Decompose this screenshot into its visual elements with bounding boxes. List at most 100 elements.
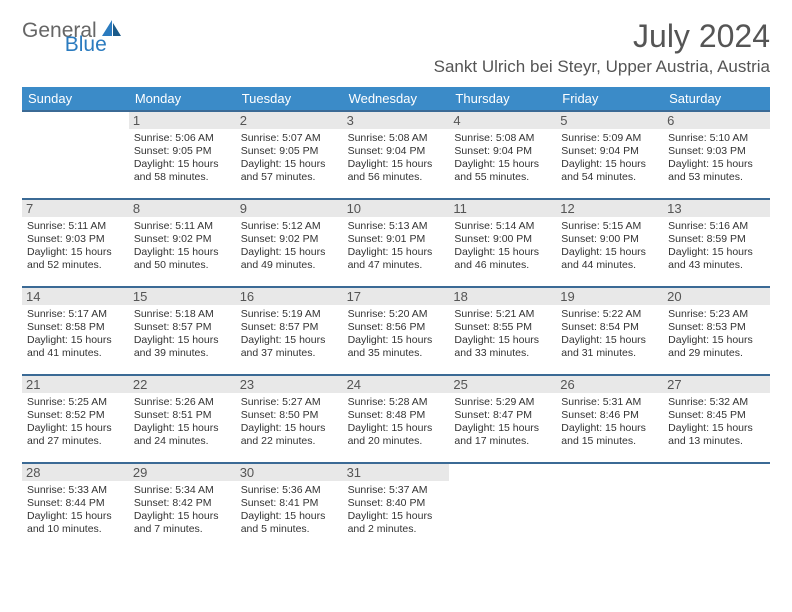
- day-number: 4: [449, 112, 556, 129]
- day-number: 28: [22, 464, 129, 481]
- day-info: Sunrise: 5:36 AMSunset: 8:41 PMDaylight:…: [241, 484, 338, 537]
- calendar-cell: [22, 112, 129, 198]
- sunrise-text: Sunrise: 5:11 AM: [134, 220, 231, 233]
- sunset-text: Sunset: 8:50 PM: [241, 409, 338, 422]
- sunset-text: Sunset: 9:00 PM: [561, 233, 658, 246]
- sunset-text: Sunset: 9:00 PM: [454, 233, 551, 246]
- header: General Blue July 2024 Sankt Ulrich bei …: [22, 18, 770, 77]
- daylight-text: Daylight: 15 hours and 17 minutes.: [454, 422, 551, 448]
- daylight-text: Daylight: 15 hours and 37 minutes.: [241, 334, 338, 360]
- daylight-text: Daylight: 15 hours and 57 minutes.: [241, 158, 338, 184]
- calendar-week: 7Sunrise: 5:11 AMSunset: 9:03 PMDaylight…: [22, 198, 770, 286]
- calendar-cell: 2 Sunrise: 5:07 AMSunset: 9:05 PMDaylight…: [236, 112, 343, 198]
- sunrise-text: Sunrise: 5:34 AM: [134, 484, 231, 497]
- day-info: Sunrise: 5:15 AMSunset: 9:00 PMDaylight:…: [561, 220, 658, 273]
- calendar-week: 14Sunrise: 5:17 AMSunset: 8:58 PMDayligh…: [22, 286, 770, 374]
- day-info: Sunrise: 5:23 AMSunset: 8:53 PMDaylight:…: [668, 308, 765, 361]
- calendar-cell: 11Sunrise: 5:14 AMSunset: 9:00 PMDayligh…: [449, 200, 556, 286]
- sunrise-text: Sunrise: 5:13 AM: [348, 220, 445, 233]
- daylight-text: Daylight: 15 hours and 5 minutes.: [241, 510, 338, 536]
- logo: General Blue: [22, 18, 167, 43]
- day-number: 22: [129, 376, 236, 393]
- calendar-cell: 20Sunrise: 5:23 AMSunset: 8:53 PMDayligh…: [663, 288, 770, 374]
- day-number: 17: [343, 288, 450, 305]
- calendar-cell: 27Sunrise: 5:32 AMSunset: 8:45 PMDayligh…: [663, 376, 770, 462]
- calendar-cell: 14Sunrise: 5:17 AMSunset: 8:58 PMDayligh…: [22, 288, 129, 374]
- day-info: Sunrise: 5:20 AMSunset: 8:56 PMDaylight:…: [348, 308, 445, 361]
- sunset-text: Sunset: 9:02 PM: [241, 233, 338, 246]
- sunrise-text: Sunrise: 5:07 AM: [241, 132, 338, 145]
- sunrise-text: Sunrise: 5:15 AM: [561, 220, 658, 233]
- daylight-text: Daylight: 15 hours and 2 minutes.: [348, 510, 445, 536]
- weekday-label: Thursday: [449, 87, 556, 110]
- sunset-text: Sunset: 8:55 PM: [454, 321, 551, 334]
- month-title: July 2024: [434, 18, 770, 55]
- daylight-text: Daylight: 15 hours and 50 minutes.: [134, 246, 231, 272]
- calendar-cell: 9 Sunrise: 5:12 AMSunset: 9:02 PMDaylight…: [236, 200, 343, 286]
- calendar-cell: 15Sunrise: 5:18 AMSunset: 8:57 PMDayligh…: [129, 288, 236, 374]
- weekday-label: Saturday: [663, 87, 770, 110]
- day-number: 16: [236, 288, 343, 305]
- day-number: 27: [663, 376, 770, 393]
- calendar-cell: 1Sunrise: 5:06 AMSunset: 9:05 PMDaylight…: [129, 112, 236, 198]
- day-info: Sunrise: 5:09 AMSunset: 9:04 PMDaylight:…: [561, 132, 658, 185]
- daylight-text: Daylight: 15 hours and 56 minutes.: [348, 158, 445, 184]
- calendar-cell: 23Sunrise: 5:27 AMSunset: 8:50 PMDayligh…: [236, 376, 343, 462]
- sunset-text: Sunset: 8:59 PM: [668, 233, 765, 246]
- day-number: 31: [343, 464, 450, 481]
- day-number: 3: [343, 112, 450, 129]
- sunrise-text: Sunrise: 5:32 AM: [668, 396, 765, 409]
- sunrise-text: Sunrise: 5:12 AM: [241, 220, 338, 233]
- sunset-text: Sunset: 9:04 PM: [454, 145, 551, 158]
- daylight-text: Daylight: 15 hours and 47 minutes.: [348, 246, 445, 272]
- calendar-cell: 16Sunrise: 5:19 AMSunset: 8:57 PMDayligh…: [236, 288, 343, 374]
- day-info: Sunrise: 5:18 AMSunset: 8:57 PMDaylight:…: [134, 308, 231, 361]
- daylight-text: Daylight: 15 hours and 49 minutes.: [241, 246, 338, 272]
- calendar-cell: 24Sunrise: 5:28 AMSunset: 8:48 PMDayligh…: [343, 376, 450, 462]
- day-number: 2: [236, 112, 343, 129]
- daylight-text: Daylight: 15 hours and 55 minutes.: [454, 158, 551, 184]
- weekday-label: Monday: [129, 87, 236, 110]
- day-number: 7: [22, 200, 129, 217]
- day-info: Sunrise: 5:22 AMSunset: 8:54 PMDaylight:…: [561, 308, 658, 361]
- sunrise-text: Sunrise: 5:25 AM: [27, 396, 124, 409]
- sunrise-text: Sunrise: 5:08 AM: [348, 132, 445, 145]
- sunset-text: Sunset: 9:02 PM: [134, 233, 231, 246]
- daylight-text: Daylight: 15 hours and 35 minutes.: [348, 334, 445, 360]
- calendar-cell: 17 Sunrise: 5:20 AMSunset: 8:56 PMDayligh…: [343, 288, 450, 374]
- day-info: Sunrise: 5:26 AMSunset: 8:51 PMDaylight:…: [134, 396, 231, 449]
- calendar-cell: 18Sunrise: 5:21 AMSunset: 8:55 PMDayligh…: [449, 288, 556, 374]
- day-info: Sunrise: 5:08 AMSunset: 9:04 PMDaylight:…: [454, 132, 551, 185]
- day-number: 23: [236, 376, 343, 393]
- day-number: 18: [449, 288, 556, 305]
- calendar-cell: 31Sunrise: 5:37 AMSunset: 8:40 PMDayligh…: [343, 464, 450, 550]
- sunset-text: Sunset: 9:05 PM: [241, 145, 338, 158]
- day-info: Sunrise: 5:11 AMSunset: 9:03 PMDaylight:…: [27, 220, 124, 273]
- sunrise-text: Sunrise: 5:10 AM: [668, 132, 765, 145]
- daylight-text: Daylight: 15 hours and 43 minutes.: [668, 246, 765, 272]
- day-info: Sunrise: 5:11 AMSunset: 9:02 PMDaylight:…: [134, 220, 231, 273]
- calendar-cell: 13Sunrise: 5:16 AMSunset: 8:59 PMDayligh…: [663, 200, 770, 286]
- sunset-text: Sunset: 8:48 PM: [348, 409, 445, 422]
- sunset-text: Sunset: 8:57 PM: [134, 321, 231, 334]
- day-number: 14: [22, 288, 129, 305]
- day-number: 24: [343, 376, 450, 393]
- sunrise-text: Sunrise: 5:31 AM: [561, 396, 658, 409]
- title-block: July 2024 Sankt Ulrich bei Steyr, Upper …: [434, 18, 770, 77]
- day-number: 25: [449, 376, 556, 393]
- sunset-text: Sunset: 8:41 PM: [241, 497, 338, 510]
- sunset-text: Sunset: 8:57 PM: [241, 321, 338, 334]
- calendar-cell: 30Sunrise: 5:36 AMSunset: 8:41 PMDayligh…: [236, 464, 343, 550]
- day-info: Sunrise: 5:14 AMSunset: 9:00 PMDaylight:…: [454, 220, 551, 273]
- weekday-label: Wednesday: [343, 87, 450, 110]
- daylight-text: Daylight: 15 hours and 27 minutes.: [27, 422, 124, 448]
- sunset-text: Sunset: 9:03 PM: [27, 233, 124, 246]
- day-number: 1: [129, 112, 236, 129]
- daylight-text: Daylight: 15 hours and 24 minutes.: [134, 422, 231, 448]
- daylight-text: Daylight: 15 hours and 53 minutes.: [668, 158, 765, 184]
- sunset-text: Sunset: 8:52 PM: [27, 409, 124, 422]
- day-number: 9: [236, 200, 343, 217]
- calendar-cell: 21Sunrise: 5:25 AMSunset: 8:52 PMDayligh…: [22, 376, 129, 462]
- sunrise-text: Sunrise: 5:36 AM: [241, 484, 338, 497]
- day-number: 19: [556, 288, 663, 305]
